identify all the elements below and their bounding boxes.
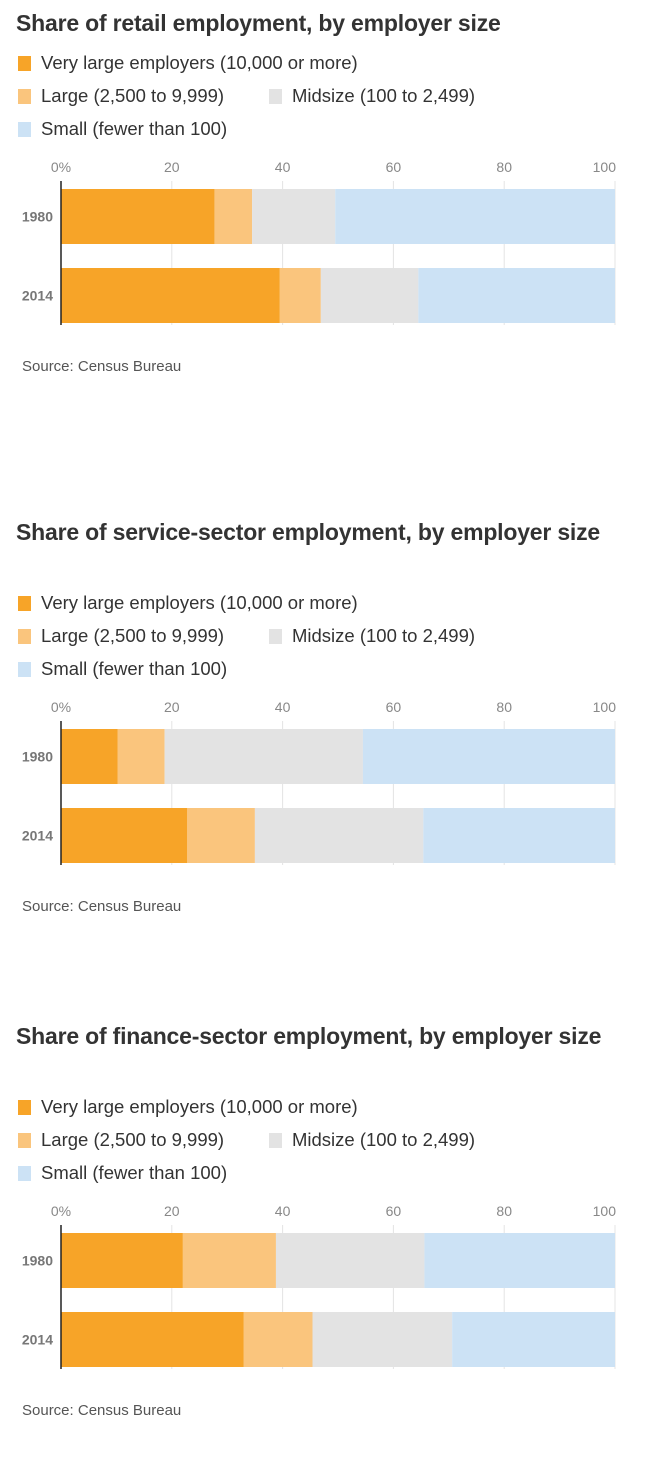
legend-swatch-large	[18, 629, 31, 644]
plot-area: 0% 20 40 60 80 100 1980 2014	[0, 155, 671, 325]
bar-segment-midsize	[164, 729, 363, 784]
legend-item-midsize: Midsize (100 to 2,499)	[269, 625, 475, 647]
legend-item-very-large: Very large employers (10,000 or more)	[18, 52, 358, 74]
legend-item-midsize: Midsize (100 to 2,499)	[269, 1129, 475, 1151]
chart-retail: Share of retail employment, by employer …	[0, 0, 671, 400]
x-tick-label: 80	[496, 1203, 512, 1219]
bar-segment-small	[418, 268, 615, 323]
bar-segment-large	[182, 1233, 276, 1288]
bar-segment-very-large	[61, 1312, 244, 1367]
x-tick-label: 100	[593, 159, 617, 175]
bar-segment-large	[243, 1312, 313, 1367]
legend-swatch-midsize	[269, 89, 282, 104]
legend-swatch-very-large	[18, 1100, 31, 1115]
bar-segment-large	[214, 189, 253, 244]
x-tick-label: 40	[275, 1203, 291, 1219]
chart-service: Share of service-sector employment, by e…	[0, 519, 671, 915]
category-label: 1980	[22, 209, 53, 225]
source-note: Source: Census Bureau	[22, 358, 182, 375]
legend-item-small: Small (fewer than 100)	[18, 118, 227, 140]
legend-item-large: Large (2,500 to 9,999)	[18, 625, 224, 647]
bar-segment-very-large	[61, 808, 188, 863]
category-label: 2014	[22, 288, 53, 304]
x-tick-label: 100	[593, 1203, 617, 1219]
legend-label: Very large employers (10,000 or more)	[41, 592, 358, 613]
bar-segment-very-large	[61, 189, 215, 244]
legend-label: Small (fewer than 100)	[41, 118, 228, 139]
bar-segment-very-large	[61, 268, 280, 323]
legend-item-midsize: Midsize (100 to 2,499)	[269, 85, 475, 107]
bar-segment-very-large	[61, 1233, 183, 1288]
chart-title: Share of retail employment, by employer …	[16, 10, 501, 36]
source-note: Source: Census Bureau	[22, 898, 182, 915]
source-note: Source: Census Bureau	[22, 1402, 182, 1419]
x-tick-label: 60	[386, 699, 402, 715]
legend-label: Small (fewer than 100)	[41, 1162, 228, 1183]
x-tick-label: 20	[164, 159, 180, 175]
category-label: 2014	[22, 1332, 53, 1348]
legend-item-very-large: Very large employers (10,000 or more)	[18, 592, 358, 614]
bar-segment-midsize	[275, 1233, 425, 1288]
x-tick-label: 60	[386, 159, 402, 175]
legend-label: Midsize (100 to 2,499)	[292, 625, 476, 646]
legend-label: Large (2,500 to 9,999)	[41, 625, 225, 646]
bar-segment-midsize	[312, 1312, 453, 1367]
bar-segment-midsize	[320, 268, 419, 323]
bar-segment-small	[335, 189, 615, 244]
bar-segment-large	[117, 729, 165, 784]
legend-label: Very large employers (10,000 or more)	[41, 52, 358, 73]
legend-item-very-large: Very large employers (10,000 or more)	[18, 1096, 358, 1118]
x-tick-label: 60	[386, 1203, 402, 1219]
x-tick-label: 20	[164, 1203, 180, 1219]
x-tick-label: 0%	[51, 159, 71, 175]
chart-svg: 0% 20 40 60 80 100 1980 2014	[22, 1203, 617, 1369]
legend-swatch-large	[18, 1133, 31, 1148]
bar-segment-large	[279, 268, 321, 323]
legend-label: Large (2,500 to 9,999)	[41, 1129, 225, 1150]
legend-swatch-small	[18, 662, 31, 677]
chart-title: Share of finance-sector employment, by e…	[16, 1023, 602, 1049]
legend-label: Small (fewer than 100)	[41, 658, 228, 679]
category-label: 1980	[22, 749, 53, 765]
category-label: 1980	[22, 1253, 53, 1269]
bar-segment-midsize	[252, 189, 336, 244]
x-tick-label: 100	[593, 699, 617, 715]
bar-segment-small	[362, 729, 615, 784]
legend-swatch-midsize	[269, 629, 282, 644]
legend-label: Very large employers (10,000 or more)	[41, 1096, 358, 1117]
legend-item-small: Small (fewer than 100)	[18, 1162, 227, 1184]
legend-item-small: Small (fewer than 100)	[18, 658, 227, 680]
bar-segment-small	[423, 808, 615, 863]
bar-segment-very-large	[61, 729, 118, 784]
x-tick-label: 20	[164, 699, 180, 715]
legend-label: Midsize (100 to 2,499)	[292, 1129, 476, 1150]
legend-swatch-midsize	[269, 1133, 282, 1148]
x-tick-label: 0%	[51, 1203, 71, 1219]
legend-item-large: Large (2,500 to 9,999)	[18, 85, 224, 107]
legend-swatch-large	[18, 89, 31, 104]
legend-label: Large (2,500 to 9,999)	[41, 85, 225, 106]
bar-segment-large	[187, 808, 255, 863]
legend-swatch-small	[18, 1166, 31, 1181]
chart-svg: 0% 20 40 60 80 100 1980 2014	[22, 159, 617, 325]
bar-segment-small	[452, 1312, 615, 1367]
legend-label: Midsize (100 to 2,499)	[292, 85, 476, 106]
legend-swatch-very-large	[18, 56, 31, 71]
x-tick-label: 40	[275, 699, 291, 715]
x-tick-label: 0%	[51, 699, 71, 715]
bar-segment-midsize	[254, 808, 424, 863]
chart-title: Share of service-sector employment, by e…	[16, 519, 601, 545]
bar-segment-small	[424, 1233, 615, 1288]
x-tick-label: 80	[496, 699, 512, 715]
plot-area: 0% 20 40 60 80 100 1980 2014	[0, 1199, 671, 1369]
x-tick-label: 80	[496, 159, 512, 175]
legend-swatch-small	[18, 122, 31, 137]
x-tick-label: 40	[275, 159, 291, 175]
plot-area: 0% 20 40 60 80 100 1980 2014	[0, 695, 671, 865]
legend-item-large: Large (2,500 to 9,999)	[18, 1129, 224, 1151]
category-label: 2014	[22, 828, 53, 844]
legend-swatch-very-large	[18, 596, 31, 611]
chart-svg: 0% 20 40 60 80 100 1980 2014	[22, 699, 617, 865]
